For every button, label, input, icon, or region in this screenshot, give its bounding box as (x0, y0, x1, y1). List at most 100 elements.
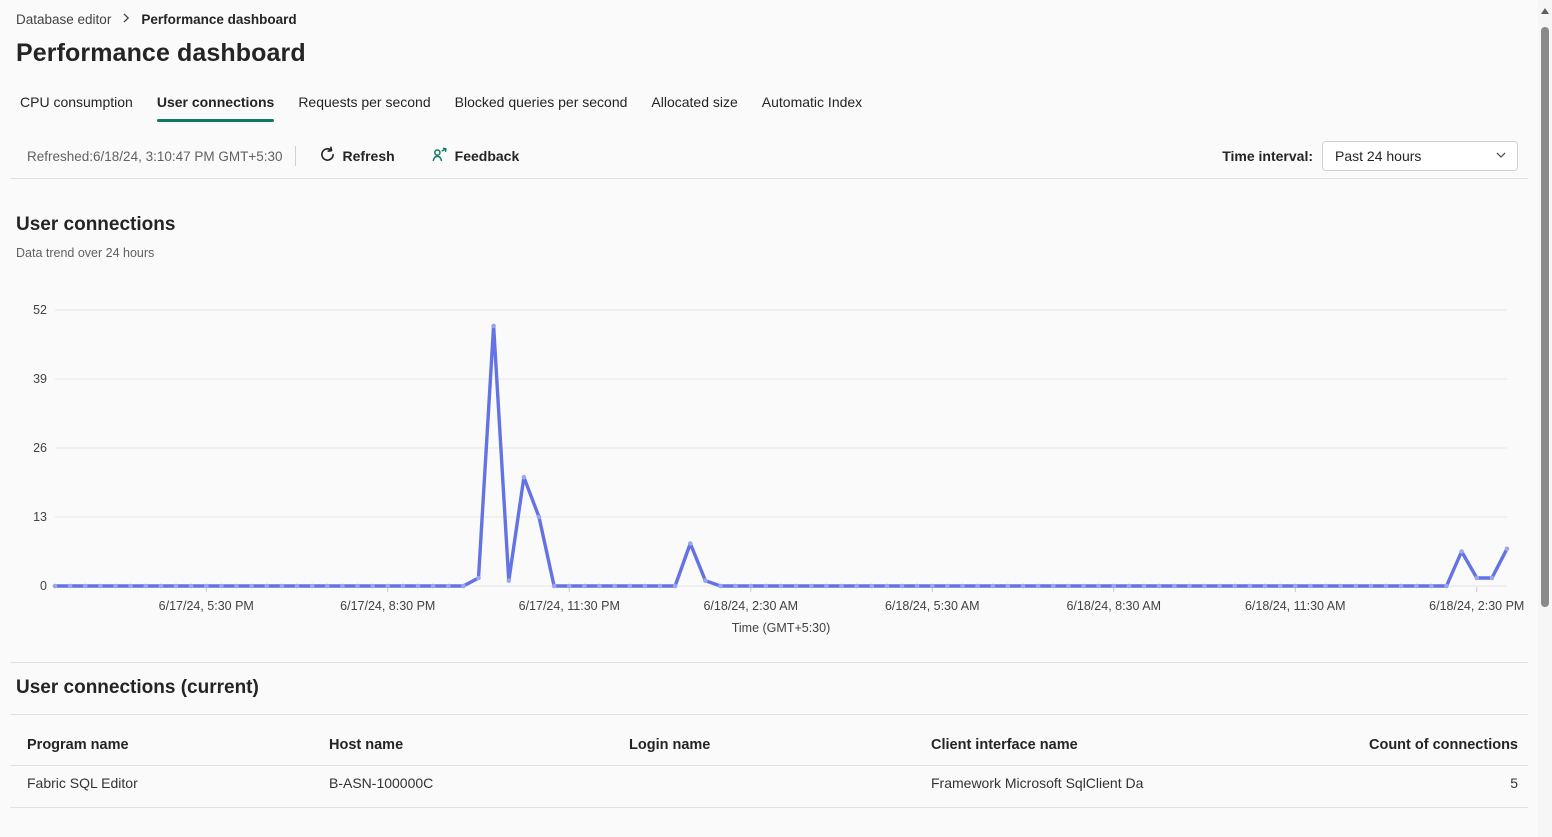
data-point-marker (551, 583, 557, 589)
data-point-marker (385, 583, 391, 589)
y-axis-tick-label: 39 (33, 372, 47, 386)
data-point-marker (612, 583, 617, 589)
data-point-marker (582, 583, 587, 589)
data-point-marker (1111, 583, 1117, 589)
x-axis-tick-label: 6/18/24, 2:30 AM (703, 599, 798, 613)
data-point-marker (279, 583, 285, 589)
data-point-marker (1005, 583, 1011, 589)
data-point-marker (264, 583, 270, 589)
data-point-marker (793, 583, 799, 589)
data-point-marker (869, 583, 875, 589)
data-point-marker (1187, 583, 1192, 589)
data-point-marker (960, 583, 965, 589)
active-tab-indicator (156, 119, 275, 122)
data-point-marker (1172, 583, 1177, 589)
data-point-marker (1232, 583, 1238, 589)
time-interval-group: Time interval: Past 24 hours (1222, 141, 1518, 171)
data-point-marker (1126, 583, 1132, 589)
y-axis-tick-label: 52 (33, 303, 47, 317)
data-point-marker (1459, 549, 1464, 554)
data-point-marker (1096, 583, 1101, 589)
data-point-marker (173, 583, 179, 589)
column-header-program-name: Program name (27, 737, 129, 753)
vertical-scrollbar[interactable] (1538, 0, 1552, 837)
breadcrumb-chevron-icon (120, 12, 132, 27)
data-point-marker (930, 583, 935, 589)
toolbar-divider (10, 178, 1528, 179)
table-header-row: Program name Host name Login name Client… (10, 734, 1528, 765)
data-point-marker (1504, 546, 1510, 552)
y-axis-tick-label: 0 (40, 579, 47, 593)
data-point-marker (1474, 575, 1480, 581)
toolbar-separator (294, 146, 296, 166)
scrollbar-up-arrow-icon[interactable] (1541, 8, 1549, 14)
data-point-marker (204, 583, 209, 589)
data-point-marker (1247, 583, 1253, 589)
data-point-marker (1308, 583, 1313, 589)
data-point-marker (945, 583, 950, 589)
data-point-marker (143, 583, 149, 589)
x-axis-tick-label: 6/17/24, 5:30 PM (159, 599, 254, 613)
chevron-down-icon (1495, 148, 1507, 164)
breadcrumb: Database editor Performance dashboard (16, 12, 297, 27)
data-row-divider (10, 807, 1528, 808)
x-axis-tick-label: 6/18/24, 2:30 PM (1429, 599, 1524, 613)
data-point-marker (1414, 583, 1419, 589)
data-point-marker (98, 583, 103, 589)
x-axis-tick-label: 6/18/24, 8:30 AM (1066, 599, 1161, 613)
refresh-button[interactable]: Refresh (310, 141, 404, 171)
data-point-marker (1444, 583, 1449, 589)
tab-allocated-size[interactable]: Allocated size (651, 94, 738, 110)
breadcrumb-performance-dashboard[interactable]: Performance dashboard (141, 12, 297, 27)
table-section-divider (10, 662, 1528, 663)
data-point-marker (355, 583, 360, 589)
data-point-marker (446, 583, 451, 589)
data-point-marker (975, 583, 980, 589)
data-point-marker (400, 583, 406, 589)
scrollbar-thumb[interactable] (1541, 27, 1549, 607)
data-point-marker (1293, 583, 1298, 589)
data-point-marker (1353, 583, 1359, 589)
data-point-marker (430, 583, 436, 589)
data-point-marker (567, 583, 572, 589)
time-interval-dropdown[interactable]: Past 24 hours (1322, 141, 1518, 171)
data-point-marker (249, 583, 254, 589)
tab-user-connections[interactable]: User connections (145, 86, 286, 124)
data-point-marker (1202, 583, 1207, 589)
column-header-client-interface-name: Client interface name (931, 737, 1078, 753)
data-point-marker (1066, 583, 1071, 589)
column-header-login-name: Login name (629, 737, 711, 753)
page-title: Performance dashboard (16, 39, 306, 67)
data-point-marker (1141, 583, 1147, 589)
data-point-marker (899, 583, 905, 589)
data-point-marker (1383, 583, 1389, 589)
cell-client-interface-name: Framework Microsoft SqlClient Da (931, 775, 1144, 791)
data-point-marker (415, 583, 421, 589)
tab-blocked-queries-per-second[interactable]: Blocked queries per second (454, 94, 628, 110)
data-point-marker (1262, 583, 1268, 589)
feedback-button[interactable]: Feedback (422, 141, 529, 171)
data-point-marker (234, 583, 239, 589)
refresh-icon (319, 146, 336, 166)
breadcrumb-database-editor[interactable]: Database editor (16, 12, 112, 27)
data-point-marker (672, 583, 678, 589)
header-row-divider (10, 765, 1528, 766)
data-point-marker (188, 583, 194, 589)
cell-program-name: Fabric SQL Editor (27, 775, 138, 791)
tab-requests-per-second[interactable]: Requests per second (298, 94, 431, 110)
table-row[interactable]: Fabric SQL Editor B-ASN-100000C Framewor… (10, 772, 1528, 802)
toolbar: Refreshed:6/18/24, 3:10:47 PM GMT+5:30 R… (16, 140, 1518, 172)
data-point-marker (309, 583, 315, 589)
data-point-marker (325, 583, 330, 589)
data-point-marker (113, 583, 118, 589)
data-point-marker (1429, 583, 1434, 589)
data-point-marker (884, 583, 890, 589)
refreshed-timestamp: Refreshed:6/18/24, 3:10:47 PM GMT+5:30 (27, 148, 283, 164)
tab-cpu-consumption[interactable]: CPU consumption (20, 94, 133, 110)
data-point-marker (1217, 583, 1222, 589)
data-point-marker (718, 583, 723, 589)
tab-automatic-index[interactable]: Automatic Index (761, 94, 863, 110)
table-top-divider (10, 714, 1528, 715)
data-point-marker (1156, 583, 1162, 589)
data-point-marker (52, 583, 58, 589)
